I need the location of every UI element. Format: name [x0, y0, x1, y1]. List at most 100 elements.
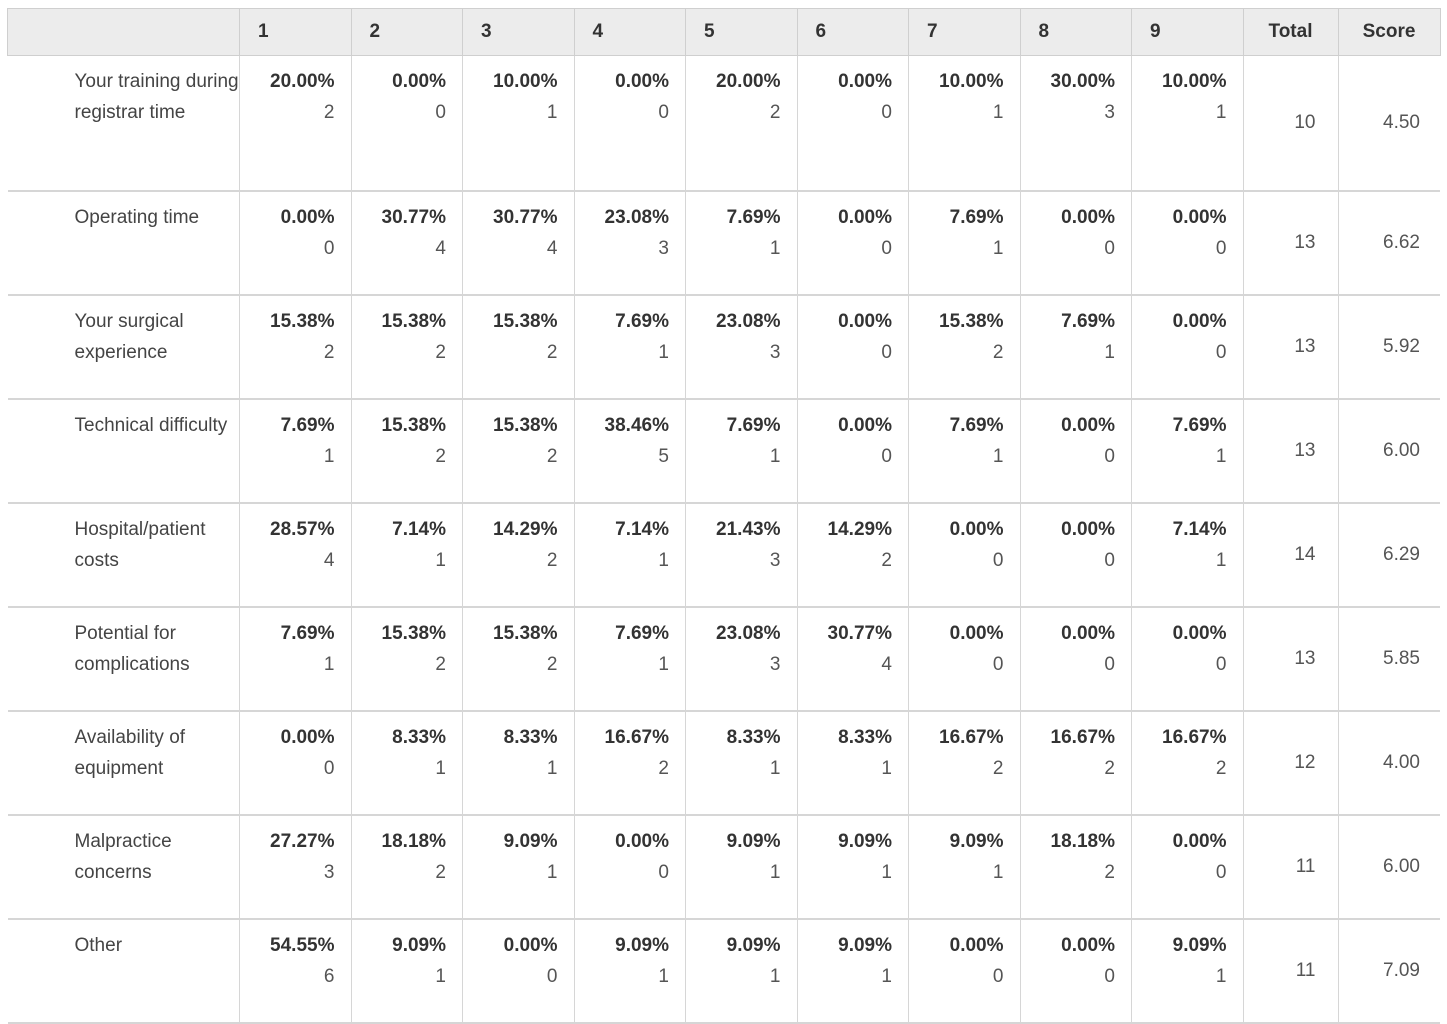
cell-count: 3	[769, 342, 781, 363]
cell-count: 4	[881, 654, 892, 675]
cell-percentage: 0.00%	[838, 311, 892, 332]
rank-cell: 10.00% 1	[462, 55, 575, 192]
cell-count: 0	[1104, 550, 1115, 571]
cell-percentage: 28.57%	[270, 519, 335, 540]
table-row: Other 54.55% 6 9.09% 1 0.00% 0 9.09% 1 9.09% 1 9.09…	[7, 919, 1440, 1024]
cell-percentage: 7.69%	[1061, 311, 1115, 332]
rank-cell: 0.00% 0	[1019, 607, 1132, 712]
cell-percentage: 15.38%	[493, 415, 558, 436]
rank-cell: 15.38% 2	[462, 607, 575, 712]
cell-count: 0	[1215, 654, 1227, 675]
cell-percentage: 0.00%	[1172, 311, 1227, 332]
cell-percentage: 21.43%	[716, 519, 781, 540]
cell-count: 1	[769, 238, 781, 259]
rank-cell: 0.00% 0	[573, 815, 686, 920]
cell-count: 0	[323, 238, 335, 259]
cell-percentage: 8.33%	[392, 727, 446, 748]
cell-count: 1	[881, 966, 892, 987]
cell-count: 5	[658, 446, 669, 467]
rank-cell: 18.18% 2	[350, 815, 463, 920]
cell-percentage: 30.77%	[381, 207, 446, 228]
rank-cell: 0.00% 0	[908, 607, 1021, 712]
cell-percentage: 16.67%	[1162, 727, 1227, 748]
cell-count: 1	[769, 966, 781, 987]
cell-percentage: 15.38%	[381, 415, 446, 436]
cell-percentage: 14.29%	[827, 519, 892, 540]
rank-cell: 8.33% 1	[350, 711, 463, 816]
rank-cell: 7.69% 1	[1019, 295, 1132, 400]
cell-percentage: 7.69%	[949, 207, 1004, 228]
rank-cell: 0.00% 0	[573, 55, 686, 192]
cell-percentage: 30.77%	[827, 623, 892, 644]
cell-percentage: 30.00%	[1050, 71, 1115, 92]
cell-count: 1	[1215, 966, 1227, 987]
cell-percentage: 8.33%	[726, 727, 781, 748]
rank-cell: 0.00% 0	[239, 191, 352, 296]
row-total: 13	[1242, 191, 1339, 296]
row-score: 4.50	[1337, 55, 1440, 192]
cell-percentage: 30.77%	[493, 207, 558, 228]
row-label: Your training during registrar time	[7, 55, 240, 192]
cell-percentage: 15.38%	[270, 311, 335, 332]
rank-cell: 0.00% 0	[908, 503, 1021, 608]
cell-count: 0	[1104, 238, 1115, 259]
cell-percentage: 0.00%	[280, 207, 335, 228]
cell-count: 0	[992, 966, 1004, 987]
cell-count: 1	[1215, 550, 1227, 571]
rank-cell: 0.00% 0	[239, 711, 352, 816]
row-total: 11	[1242, 919, 1339, 1024]
cell-percentage: 54.55%	[270, 935, 335, 956]
rank-cell: 14.29% 2	[462, 503, 575, 608]
rank-cell: 7.14% 1	[573, 503, 686, 608]
cell-count: 3	[323, 862, 335, 883]
cell-percentage: 27.27%	[270, 831, 335, 852]
table-row: Potential for complications 7.69% 1 15.38% 2…	[7, 607, 1440, 712]
cell-percentage: 7.69%	[726, 207, 781, 228]
rank-cell: 8.33% 1	[462, 711, 575, 816]
cell-count: 1	[769, 446, 781, 467]
header-total: Total	[1242, 8, 1339, 56]
rank-cell: 0.00% 0	[1019, 191, 1132, 296]
cell-count: 2	[546, 550, 558, 571]
cell-count: 1	[769, 758, 781, 779]
rank-cell: 7.69% 1	[908, 399, 1021, 504]
cell-count: 0	[546, 966, 558, 987]
cell-percentage: 23.08%	[716, 623, 781, 644]
cell-count: 0	[1215, 342, 1227, 363]
row-label: Malpractice concerns	[7, 815, 240, 920]
row-total: 11	[1242, 815, 1339, 920]
cell-count: 3	[1104, 102, 1115, 123]
table-row: Malpractice concerns 27.27% 3 18.18% 2 9.09% 1…	[7, 815, 1440, 920]
header-rank-2: 2	[350, 8, 463, 56]
rank-cell: 0.00% 0	[1131, 815, 1244, 920]
cell-count: 1	[992, 238, 1004, 259]
cell-count: 0	[1104, 446, 1115, 467]
cell-percentage: 8.33%	[838, 727, 892, 748]
cell-percentage: 18.18%	[1050, 831, 1115, 852]
rank-cell: 9.09% 1	[908, 815, 1021, 920]
cell-percentage: 9.09%	[503, 831, 558, 852]
rank-cell: 7.69% 1	[1131, 399, 1244, 504]
cell-percentage: 10.00%	[939, 71, 1004, 92]
cell-count: 4	[435, 238, 446, 259]
rank-cell: 0.00% 0	[796, 295, 909, 400]
cell-percentage: 9.09%	[838, 831, 892, 852]
rank-cell: 0.00% 0	[908, 919, 1021, 1024]
rank-cell: 9.09% 1	[796, 815, 909, 920]
cell-percentage: 7.14%	[392, 519, 446, 540]
cell-count: 3	[769, 550, 781, 571]
cell-count: 0	[323, 758, 335, 779]
cell-count: 2	[323, 102, 335, 123]
cell-percentage: 7.69%	[726, 415, 781, 436]
cell-count: 6	[323, 966, 335, 987]
cell-percentage: 0.00%	[1061, 207, 1115, 228]
header-score: Score	[1337, 8, 1441, 56]
rank-cell: 0.00% 0	[1019, 503, 1132, 608]
row-score: 6.29	[1337, 503, 1440, 608]
cell-percentage: 16.67%	[604, 727, 669, 748]
cell-count: 0	[881, 446, 892, 467]
row-score: 5.85	[1337, 607, 1440, 712]
cell-count: 2	[323, 342, 335, 363]
row-label: Technical difficulty	[7, 399, 240, 504]
rank-cell: 27.27% 3	[239, 815, 352, 920]
